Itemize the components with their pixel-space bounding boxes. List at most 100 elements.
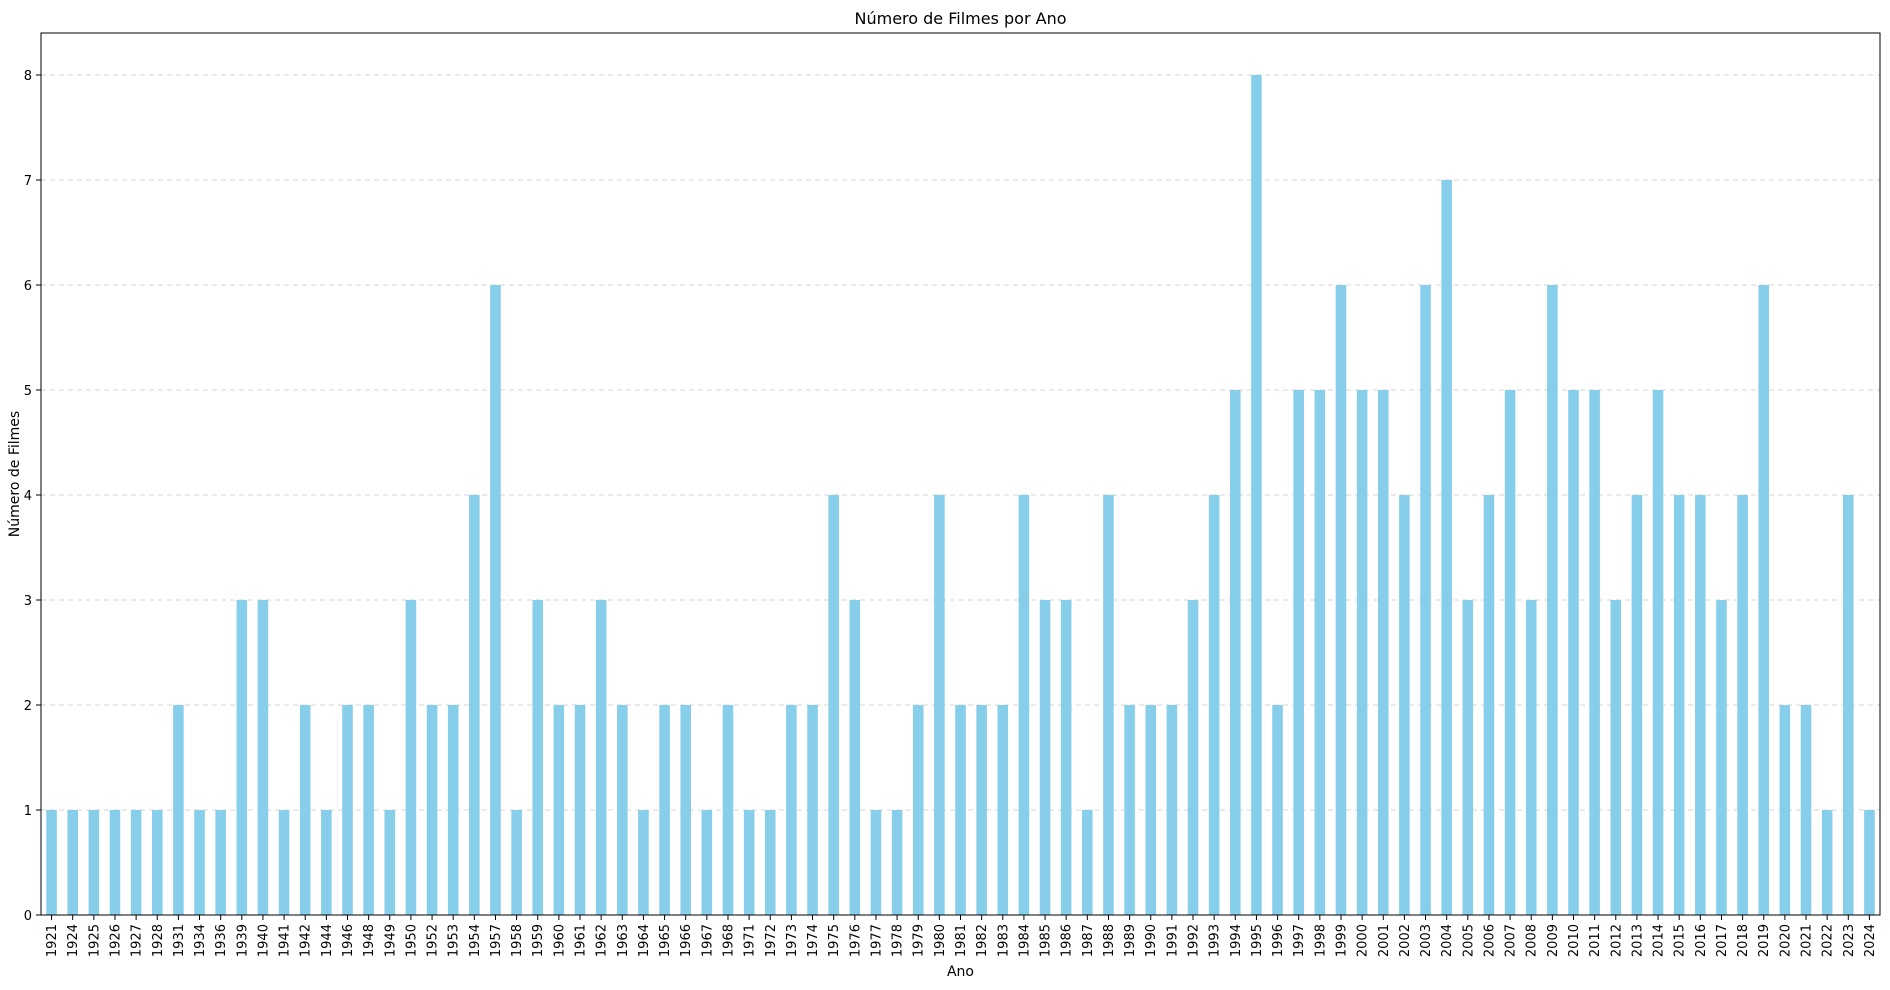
x-tick-label: 1973 bbox=[785, 924, 800, 957]
bar-2014 bbox=[1652, 390, 1664, 915]
x-tick-label: 1983 bbox=[996, 924, 1011, 957]
x-tick-label: 1952 bbox=[426, 924, 441, 957]
bar-1989 bbox=[1124, 705, 1135, 915]
x-tick-label: 1991 bbox=[1165, 924, 1180, 957]
x-tick-label: 1936 bbox=[214, 924, 229, 957]
x-tick-label: 2021 bbox=[1800, 924, 1815, 957]
bar-1934 bbox=[194, 810, 205, 915]
bar-2012 bbox=[1610, 600, 1622, 915]
bar-1958 bbox=[511, 810, 522, 915]
x-tick-label: 1980 bbox=[933, 924, 948, 957]
bar-2007 bbox=[1504, 390, 1516, 915]
x-tick-label: 1988 bbox=[1102, 924, 1117, 957]
x-tick-label: 2020 bbox=[1778, 924, 1793, 957]
y-tick-label: 8 bbox=[24, 69, 32, 84]
x-tick-label: 2015 bbox=[1673, 924, 1688, 957]
x-tick-label: 2022 bbox=[1821, 924, 1836, 957]
x-tick-label: 2024 bbox=[1863, 924, 1878, 957]
x-tick-label: 1963 bbox=[616, 924, 631, 957]
x-tick-label: 1926 bbox=[108, 924, 123, 957]
bar-1965 bbox=[659, 705, 670, 915]
x-tick-label: 2017 bbox=[1715, 924, 1730, 957]
y-tick-label: 1 bbox=[24, 804, 32, 819]
bar-1986 bbox=[1060, 600, 1072, 915]
x-tick-label: 1994 bbox=[1229, 924, 1244, 957]
bar-1952 bbox=[426, 705, 438, 915]
y-tick-label: 5 bbox=[24, 384, 32, 399]
bar-1961 bbox=[574, 705, 586, 915]
bar-2024 bbox=[1864, 810, 1875, 915]
x-tick-label: 1925 bbox=[87, 924, 102, 957]
bar-2022 bbox=[1821, 810, 1833, 915]
x-tick-label: 2006 bbox=[1482, 924, 1497, 957]
x-axis-label: Ano bbox=[947, 964, 974, 980]
x-tick-label: 2000 bbox=[1356, 924, 1371, 957]
x-tick-label: 1944 bbox=[320, 924, 335, 957]
bar-1948 bbox=[363, 705, 374, 915]
bar-1980 bbox=[934, 495, 945, 915]
x-tick-label: 2018 bbox=[1736, 924, 1751, 957]
x-tick-label: 1962 bbox=[595, 924, 610, 957]
x-tick-label: 1931 bbox=[172, 924, 187, 957]
bar-1959 bbox=[532, 600, 544, 915]
bar-1960 bbox=[553, 705, 565, 915]
x-tick-label: 1950 bbox=[404, 924, 419, 957]
x-tick-label: 1949 bbox=[383, 924, 398, 957]
y-axis-label: Número de Filmes bbox=[7, 411, 23, 537]
x-tick-label: 1998 bbox=[1313, 924, 1328, 957]
x-tick-label: 1971 bbox=[743, 924, 758, 957]
x-tick-label: 1959 bbox=[531, 924, 546, 957]
bar-1964 bbox=[638, 810, 649, 915]
x-tick-label: 1966 bbox=[679, 924, 694, 957]
x-tick-label: 1927 bbox=[130, 924, 145, 957]
bar-1957 bbox=[490, 285, 501, 915]
x-tick-label: 2014 bbox=[1652, 924, 1667, 957]
bar-2000 bbox=[1356, 390, 1368, 915]
x-tick-label: 2012 bbox=[1609, 924, 1624, 957]
bar-1987 bbox=[1082, 810, 1093, 915]
bar-1921 bbox=[46, 810, 57, 915]
bar-1973 bbox=[786, 705, 797, 915]
bar-1962 bbox=[595, 600, 607, 915]
x-tick-label: 1999 bbox=[1334, 924, 1349, 957]
y-ticks: 0 1 2 3 4 5 6 7 8 bbox=[24, 69, 41, 924]
x-tick-label: 1981 bbox=[954, 924, 969, 957]
bar-1974 bbox=[807, 705, 818, 915]
bar-1924 bbox=[67, 810, 78, 915]
x-tick-label: 1921 bbox=[45, 924, 60, 957]
bar-1993 bbox=[1208, 495, 1220, 915]
x-tick-label: 1941 bbox=[278, 924, 293, 957]
bar-1927 bbox=[130, 810, 142, 915]
x-tick-label: 1978 bbox=[891, 924, 906, 957]
x-tick-label: 1928 bbox=[151, 924, 166, 957]
bar-2017 bbox=[1716, 600, 1727, 915]
bar-1990 bbox=[1145, 705, 1157, 915]
chart-title: Número de Filmes por Ano bbox=[855, 9, 1067, 28]
bar-2008 bbox=[1525, 600, 1537, 915]
bar-1998 bbox=[1314, 390, 1326, 915]
bar-1976 bbox=[849, 600, 861, 915]
x-tick-label: 1997 bbox=[1292, 924, 1307, 957]
bar-1967 bbox=[701, 810, 713, 915]
x-tick-label: 1942 bbox=[299, 924, 314, 957]
bar-2016 bbox=[1695, 495, 1706, 915]
bar-1984 bbox=[1018, 495, 1030, 915]
x-tick-label: 1957 bbox=[489, 924, 504, 957]
x-tick-label: 1986 bbox=[1060, 924, 1075, 957]
x-tick-label: 1968 bbox=[721, 924, 736, 957]
x-tick-label: 1958 bbox=[510, 924, 525, 957]
y-tick-label: 4 bbox=[24, 489, 32, 504]
bar-1928 bbox=[151, 810, 163, 915]
bar-1950 bbox=[405, 600, 417, 915]
x-tick-label: 1939 bbox=[235, 924, 250, 957]
x-tick-label: 1953 bbox=[447, 924, 462, 957]
bar-1997 bbox=[1293, 390, 1304, 915]
x-tick-label: 1960 bbox=[552, 924, 567, 957]
x-tick-label: 1964 bbox=[637, 924, 652, 957]
x-tick-label: 2010 bbox=[1567, 924, 1582, 957]
bar-1963 bbox=[617, 705, 628, 915]
x-tick-label: 1961 bbox=[574, 924, 589, 957]
x-tick-label: 2003 bbox=[1419, 924, 1434, 957]
bar-1940 bbox=[257, 600, 269, 915]
